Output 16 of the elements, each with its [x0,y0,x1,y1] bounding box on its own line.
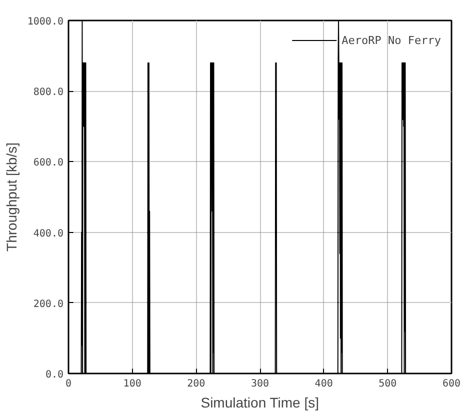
x-tick-label: 600 [442,378,461,390]
x-tick-label: 0 [65,378,72,390]
y-tick-label: 200.0 [33,298,64,310]
y-tick-label: 400.0 [33,228,64,240]
x-tick-label: 400 [314,378,333,390]
x-tick-label: 200 [187,378,206,390]
x-tick-label: 300 [250,378,270,390]
y-tick-label: 0.0 [45,370,64,380]
x-tick-label: 100 [123,378,142,390]
y-tick-label: 600.0 [33,158,64,169]
legend-label: AeroRP No Ferry [342,34,441,46]
x-tick-label: 500 [378,378,397,390]
y-tick-label: 1000.0 [27,16,64,28]
x-axis-title: Simulation Time [s] [200,394,320,410]
y-tick-label: 800.0 [33,87,64,98]
y-axis-title: Throughput [kb/s] [3,142,20,252]
